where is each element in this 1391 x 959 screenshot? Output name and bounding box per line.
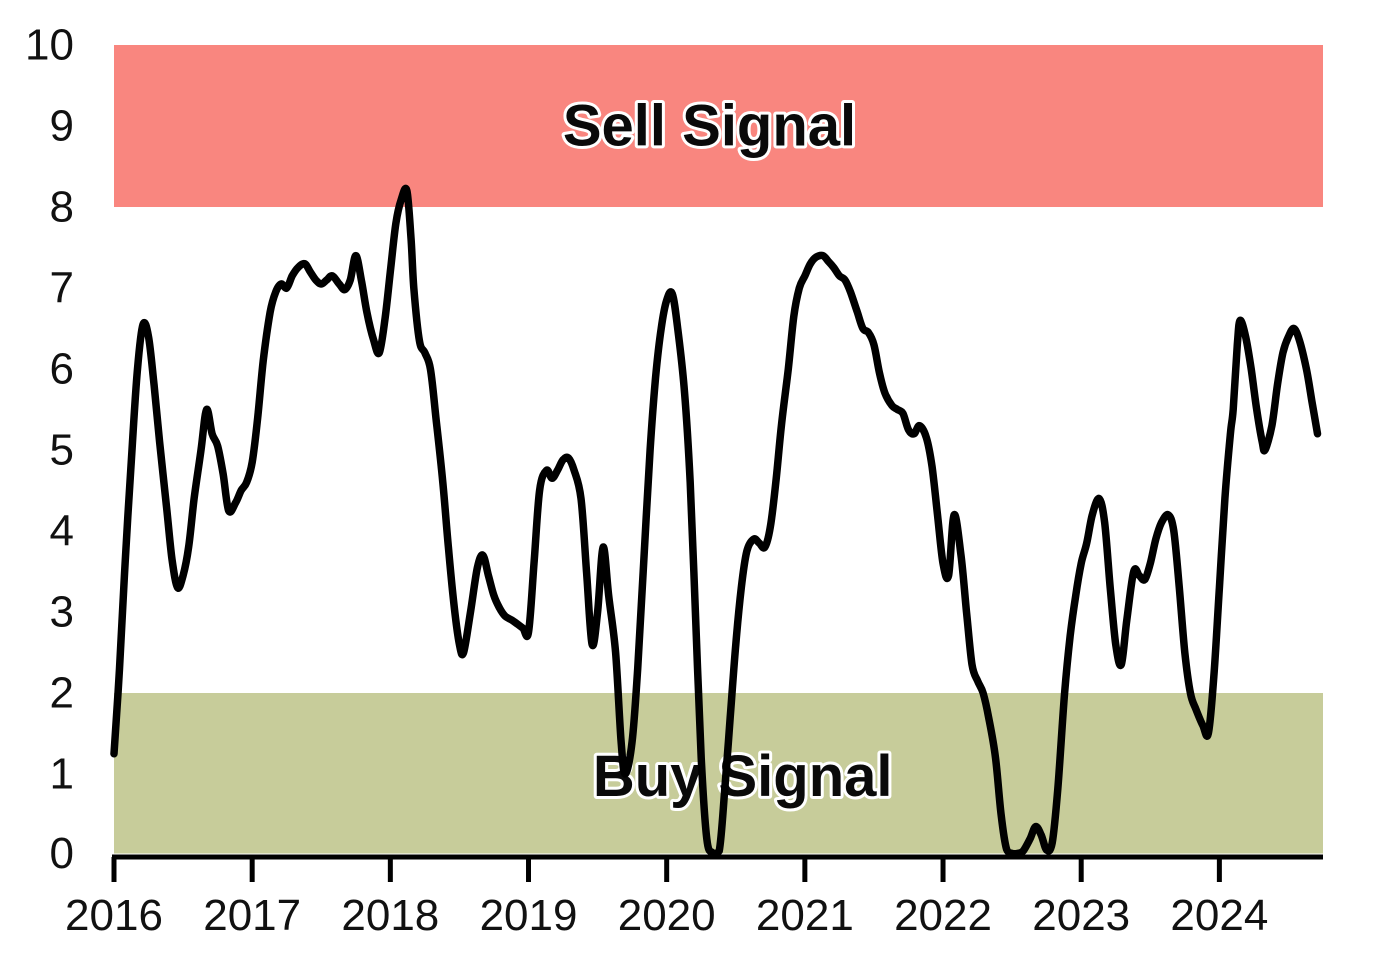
y-tick-label: 9 bbox=[50, 102, 74, 151]
x-tick-label: 2024 bbox=[1170, 891, 1268, 940]
x-tick-label: 2021 bbox=[756, 891, 854, 940]
sell-band bbox=[114, 45, 1323, 207]
indicator-line bbox=[110, 184, 1322, 858]
y-tick-label: 7 bbox=[50, 264, 74, 313]
y-tick-label: 0 bbox=[50, 829, 74, 878]
x-tick-label: 2020 bbox=[618, 891, 716, 940]
y-tick-label: 3 bbox=[50, 588, 74, 637]
x-tick-label: 2016 bbox=[65, 891, 163, 940]
x-tick-label: 2017 bbox=[203, 891, 301, 940]
x-tick-label: 2019 bbox=[480, 891, 578, 940]
y-tick-label: 10 bbox=[25, 21, 74, 70]
x-tick-label: 2018 bbox=[341, 891, 439, 940]
y-tick-label: 1 bbox=[50, 750, 74, 799]
y-tick-label: 6 bbox=[50, 345, 74, 394]
sell-band-label: Sell Signal bbox=[563, 94, 856, 159]
y-tick-label: 4 bbox=[50, 507, 74, 556]
y-tick-label: 5 bbox=[50, 426, 74, 475]
x-tick-label: 2023 bbox=[1032, 891, 1130, 940]
x-tick-label: 2022 bbox=[894, 891, 992, 940]
buy-band-label: Buy Signal bbox=[593, 744, 893, 809]
y-tick-label: 2 bbox=[50, 669, 74, 718]
y-tick-label: 8 bbox=[50, 183, 74, 232]
